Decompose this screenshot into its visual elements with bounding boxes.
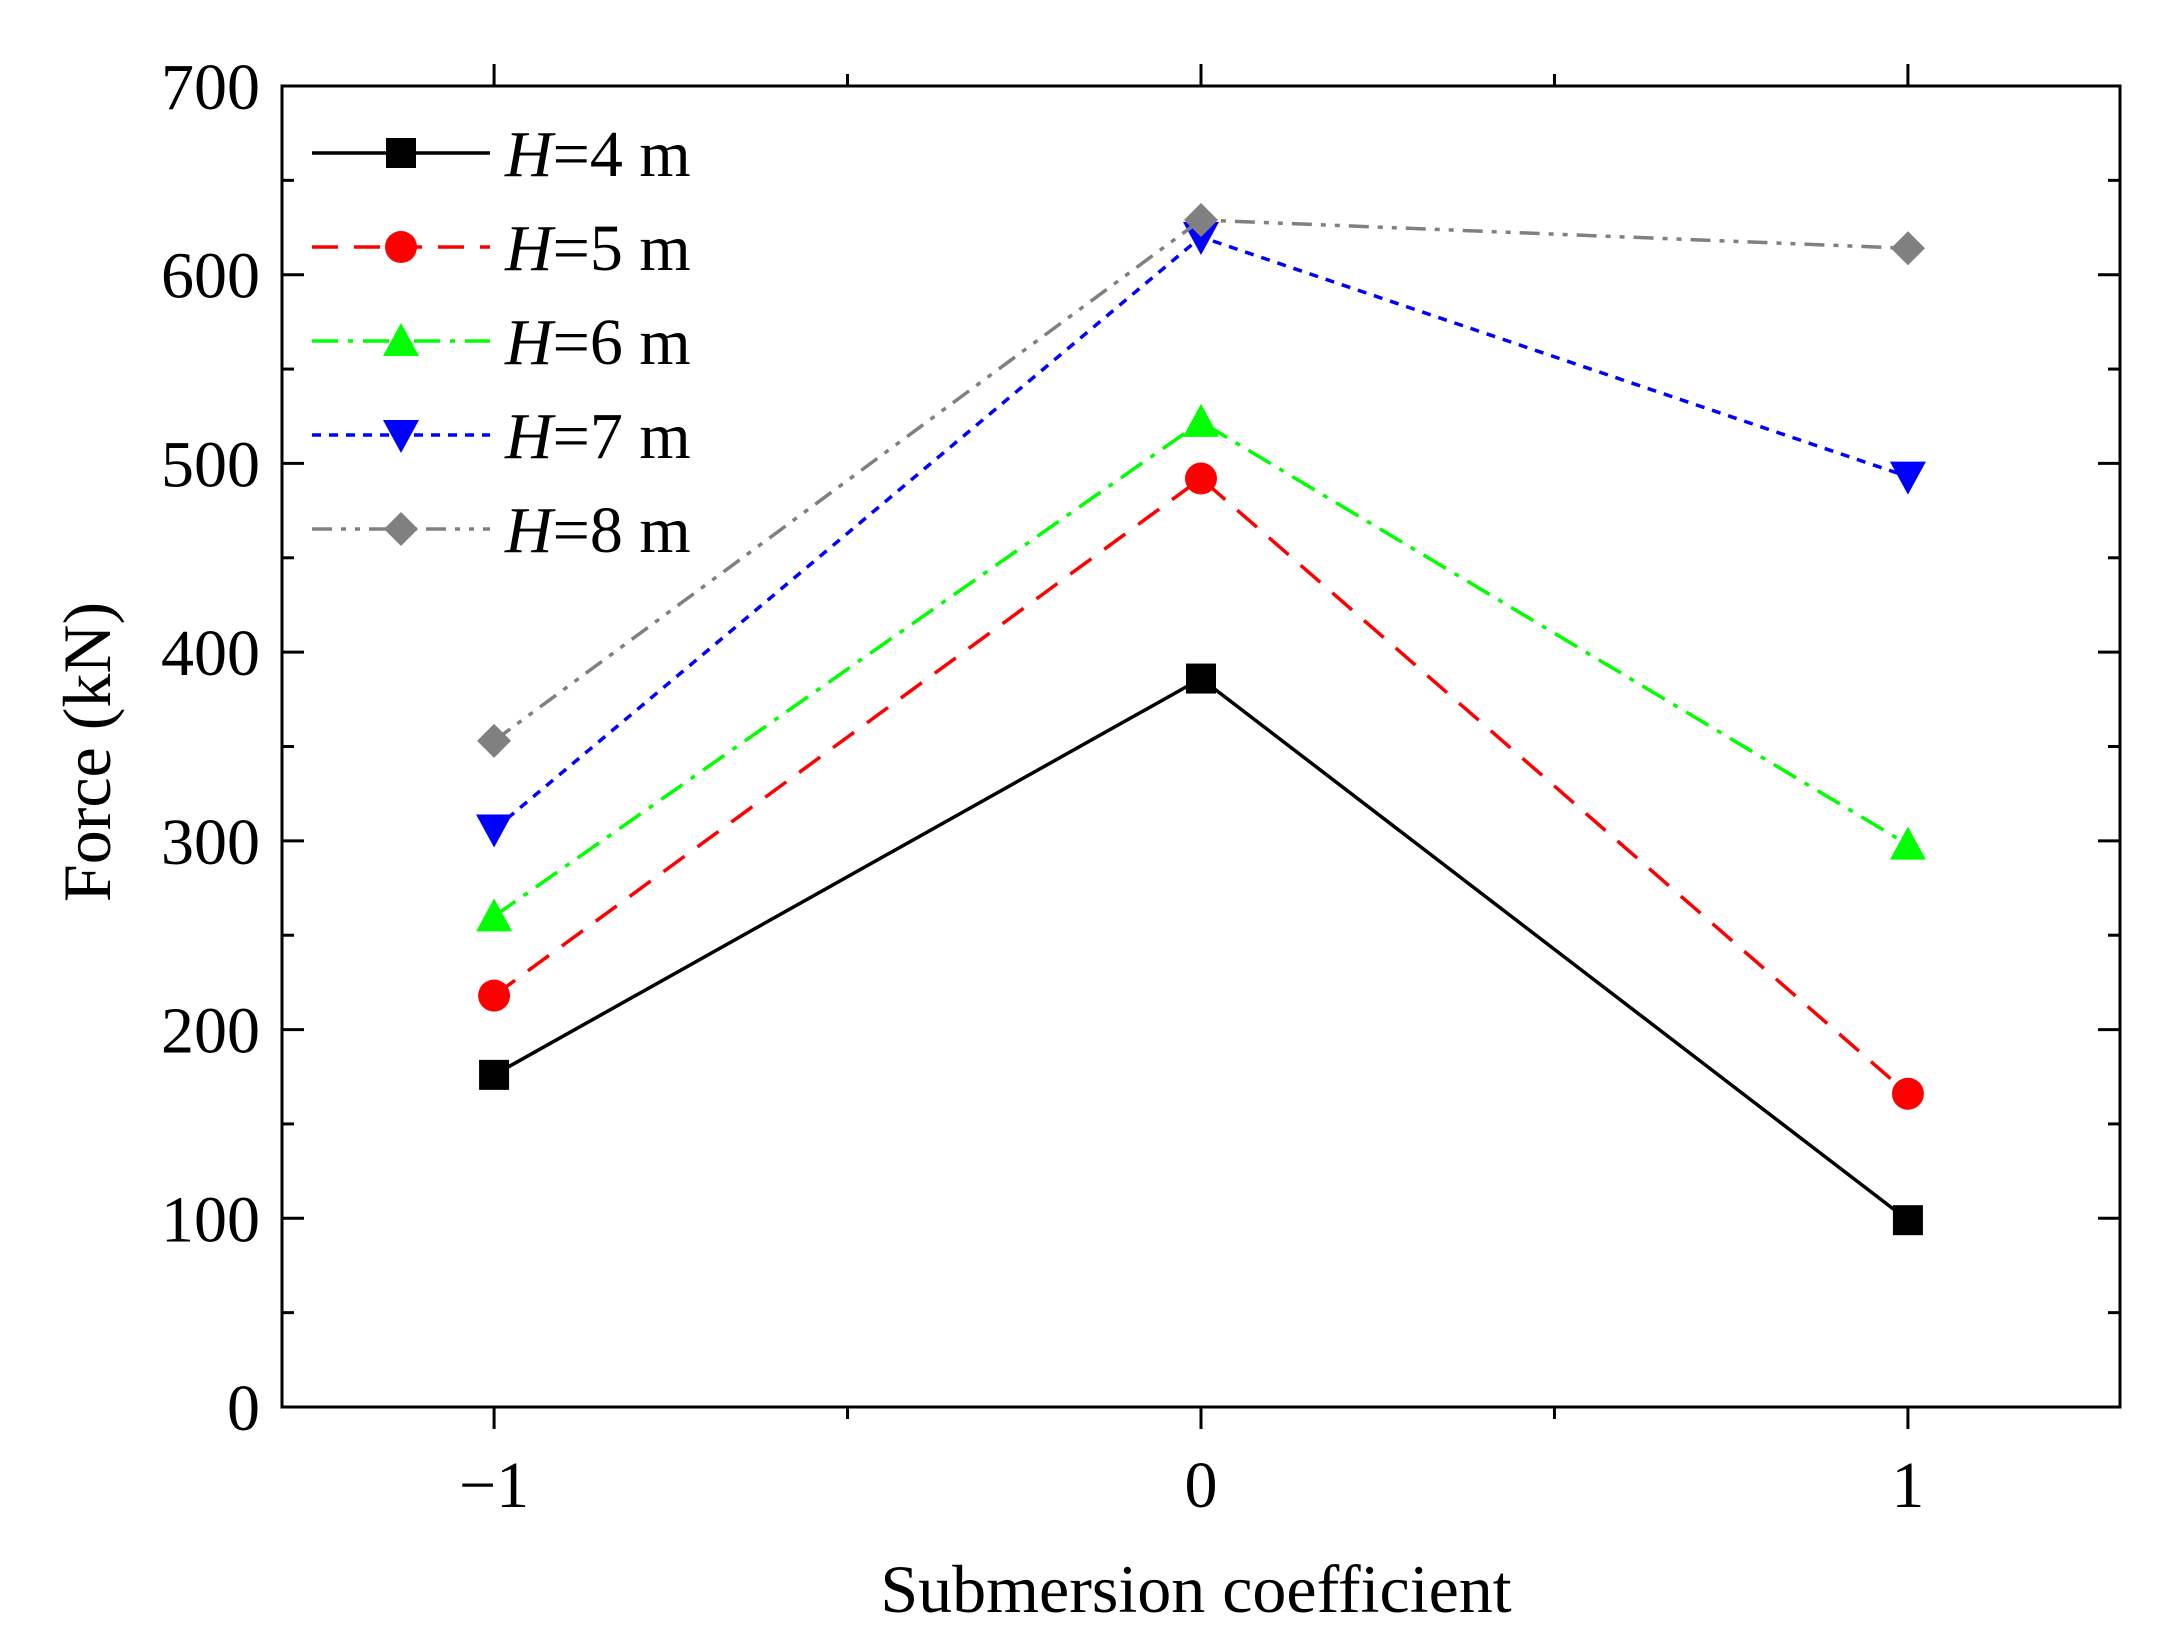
legend-entry-h8: H=8 m <box>312 494 691 567</box>
y-tick-label: 200 <box>161 995 260 1068</box>
legend-entry-h4: H=4 m <box>312 118 691 191</box>
data-point-h4 <box>479 1059 510 1090</box>
y-tick-label: 0 <box>227 1372 260 1445</box>
y-axis-title: Force (kN) <box>49 602 125 902</box>
legend-label-value: =8 m <box>553 494 691 567</box>
legend-label-variable: H <box>504 118 556 191</box>
series-h4 <box>479 663 1923 1236</box>
data-point-h4 <box>1186 663 1216 694</box>
y-tick-label: 500 <box>161 428 260 501</box>
legend-marker-h7 <box>383 420 419 453</box>
legend-label-h5: H=5 m <box>504 212 691 285</box>
series-layer <box>476 202 1926 1236</box>
y-tick-label: 100 <box>161 1183 260 1256</box>
x-tick-label: −1 <box>459 1449 529 1522</box>
series-line-h7 <box>492 234 1909 831</box>
series-line-h5 <box>493 476 1910 1096</box>
legend-label-value: =6 m <box>553 306 691 379</box>
y-tick-label: 300 <box>161 806 260 879</box>
legend-label-variable: H <box>504 400 556 473</box>
data-point-h7 <box>476 814 513 848</box>
data-point-h7 <box>1889 461 1926 495</box>
legend-label-value: =5 m <box>553 212 691 285</box>
y-tick-label: 700 <box>161 51 260 124</box>
legend-marker-h8 <box>384 512 418 546</box>
axes: 0 100 200 300 400 500 600 700 −1 0 1 <box>161 51 2120 1522</box>
x-tick-label: 1 <box>1891 1449 1924 1522</box>
legend-label-h6: H=6 m <box>504 306 691 379</box>
x-axis-title: Submersion coefficient <box>880 1551 1511 1627</box>
data-point-h5 <box>1185 462 1217 495</box>
data-point-h4 <box>1892 1205 1923 1236</box>
data-point-h5 <box>1891 1077 1924 1110</box>
legend-entry-h5: H=5 m <box>312 212 691 285</box>
legend-marker-h4 <box>386 138 416 168</box>
series-h8 <box>477 202 1925 758</box>
series-line-h8 <box>493 218 1908 743</box>
legend-label-variable: H <box>504 306 556 379</box>
legend-entry-h7: H=7 m <box>312 400 691 473</box>
series-h7 <box>476 221 1926 848</box>
y-tick-label: 600 <box>161 240 260 313</box>
data-point-h8 <box>1184 202 1218 237</box>
series-line-h4 <box>493 676 1909 1222</box>
legend-label-h4: H=4 m <box>504 118 691 191</box>
legend-label-value: =7 m <box>553 400 691 473</box>
legend-label-variable: H <box>504 494 556 567</box>
legend-label-h8: H=8 m <box>504 494 691 567</box>
legend-label-variable: H <box>504 212 556 285</box>
y-tick-label: 400 <box>161 617 260 690</box>
legend-label-value: =4 m <box>553 118 691 191</box>
legend-entry-h6: H=6 m <box>312 306 691 379</box>
data-point-h7 <box>1183 221 1219 255</box>
legend: H=4 mH=5 mH=6 mH=7 mH=8 m <box>312 118 691 567</box>
series-h5 <box>478 462 1924 1110</box>
data-point-h6 <box>1183 403 1219 437</box>
data-point-h5 <box>478 979 511 1012</box>
data-point-h6 <box>476 898 513 932</box>
data-point-h8 <box>477 723 512 758</box>
data-point-h8 <box>1890 231 1925 266</box>
legend-marker-h6 <box>383 323 419 356</box>
series-h6 <box>476 403 1926 932</box>
legend-label-h7: H=7 m <box>504 400 691 473</box>
data-point-h6 <box>1889 826 1926 860</box>
x-tick-label: 0 <box>1185 1449 1218 1522</box>
legend-marker-h5 <box>385 231 417 263</box>
